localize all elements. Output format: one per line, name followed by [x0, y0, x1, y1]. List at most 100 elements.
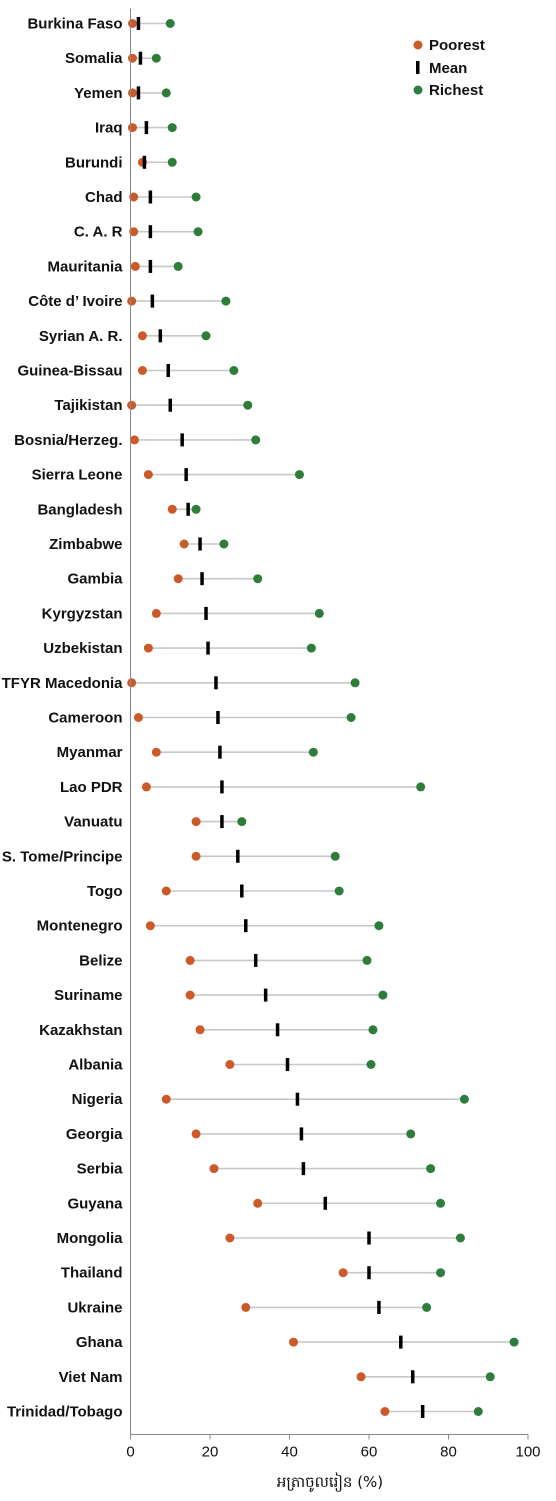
mean-marker — [158, 329, 163, 343]
mean-marker — [180, 433, 184, 447]
mean-marker — [148, 259, 153, 273]
mean-marker — [220, 780, 224, 794]
poorest-point — [173, 574, 183, 584]
country-row: Zimbabwe — [49, 536, 229, 553]
richest-point — [459, 1094, 469, 1104]
country-label: Vanuatu — [64, 814, 122, 831]
country-label: Lao PDR — [60, 779, 123, 796]
poorest-point — [127, 678, 137, 688]
poorest-point — [137, 331, 147, 341]
poorest-point — [356, 1372, 366, 1382]
country-row: Georgia — [66, 1126, 416, 1143]
mean-marker — [367, 1266, 371, 1280]
poorest-point — [151, 608, 161, 618]
richest-point — [334, 886, 344, 896]
mean-marker — [410, 1370, 415, 1384]
country-label: Burundi — [65, 154, 123, 171]
richest-point — [455, 1233, 465, 1243]
richest-point — [294, 470, 304, 480]
country-label: Georgia — [66, 1126, 123, 1143]
mean-marker — [236, 849, 240, 863]
x-tick-label: 60 — [361, 1444, 378, 1461]
richest-point — [219, 539, 229, 549]
country-row: Burkina Faso — [27, 16, 175, 33]
country-row: Somalia — [65, 50, 161, 67]
country-label: Yemen — [74, 85, 122, 102]
mean-marker — [301, 1162, 306, 1176]
poorest-point — [145, 921, 155, 931]
mean-marker — [150, 294, 155, 308]
country-row: C. A. R — [74, 224, 203, 241]
country-row: Vanuatu — [64, 814, 247, 831]
richest-point — [229, 366, 239, 375]
poorest-point — [167, 504, 177, 514]
mean-marker — [420, 1405, 425, 1418]
country-row: Thailand — [61, 1265, 446, 1282]
poorest-point — [241, 1302, 251, 1312]
richest-point — [251, 435, 261, 445]
richest-point — [406, 1129, 416, 1139]
country-label: Bangladesh — [37, 501, 122, 518]
country-label: Zimbabwe — [49, 536, 122, 553]
mean-marker — [186, 502, 190, 516]
poorest-point — [191, 851, 201, 861]
country-row: Nigeria — [72, 1091, 469, 1108]
poorest-point — [127, 53, 137, 63]
country-row: Montenegro — [37, 918, 384, 935]
country-row: Yemen — [74, 85, 171, 102]
richest-point — [509, 1337, 519, 1347]
poorest-point — [133, 713, 143, 722]
country-label: Kazakhstan — [39, 1022, 122, 1039]
poorest-point — [225, 1060, 235, 1069]
x-tick-label: 0 — [126, 1444, 134, 1461]
country-row: Albania — [68, 1057, 376, 1074]
poorest-point — [143, 643, 153, 653]
mean-marker — [377, 1300, 381, 1314]
country-row: Uzbekistan — [43, 640, 316, 657]
poorest-point — [127, 19, 137, 28]
poorest-point — [253, 1198, 263, 1208]
x-tick-label: 20 — [202, 1444, 219, 1461]
mean-marker — [299, 1127, 304, 1141]
poorest-point — [127, 123, 137, 133]
mean-marker — [148, 225, 153, 239]
mean-marker — [144, 121, 149, 135]
country-row: Guyana — [67, 1195, 446, 1212]
country-label: Ghana — [76, 1334, 123, 1351]
richest-point — [362, 955, 372, 965]
poorest-point — [151, 747, 161, 757]
legend-poorest-label: Poorest — [429, 37, 485, 54]
country-row: Bangladesh — [37, 501, 201, 518]
country-label: Bosnia/Herzeg. — [14, 432, 122, 449]
richest-point — [426, 1164, 436, 1174]
richest-point — [161, 88, 171, 98]
richest-point — [253, 574, 263, 584]
mean-marker — [244, 919, 248, 933]
poorest-point — [185, 955, 195, 965]
country-label: Thailand — [61, 1265, 123, 1282]
poorest-point — [380, 1407, 390, 1416]
country-label: Guyana — [67, 1195, 123, 1212]
poorest-point — [130, 261, 140, 271]
richest-point — [191, 504, 201, 514]
country-label: C. A. R — [74, 224, 123, 241]
richest-point — [191, 192, 201, 202]
country-label: Iraq — [95, 120, 123, 137]
mean-marker — [367, 1231, 371, 1245]
richest-point — [167, 123, 177, 133]
mean-marker — [263, 988, 268, 1002]
poorest-point — [191, 817, 201, 827]
poorest-point — [161, 1094, 171, 1104]
mean-marker — [253, 953, 258, 967]
poorest-point — [127, 400, 137, 410]
country-label: Ukraine — [67, 1299, 122, 1316]
richest-point — [473, 1407, 483, 1416]
country-label: S. Tome/Principe — [2, 848, 123, 865]
poorest-point — [127, 88, 137, 98]
poorest-point — [225, 1233, 235, 1243]
legend-poorest-marker — [413, 40, 423, 50]
richest-point — [151, 53, 161, 63]
country-row: Serbia — [77, 1161, 436, 1178]
mean-marker — [323, 1196, 328, 1210]
